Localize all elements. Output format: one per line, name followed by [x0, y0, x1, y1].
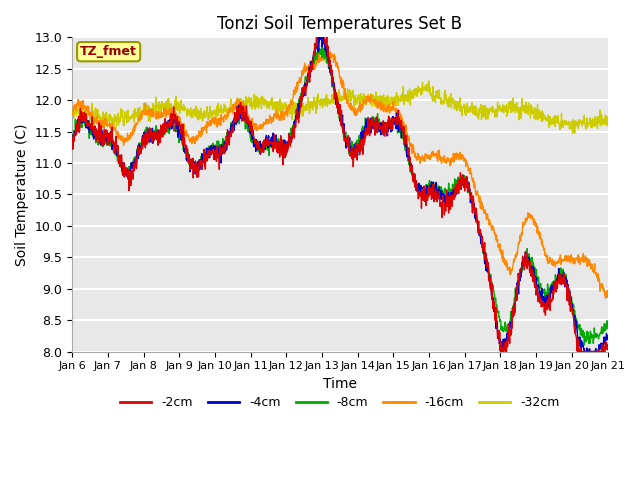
Text: TZ_fmet: TZ_fmet — [80, 45, 137, 58]
Title: Tonzi Soil Temperatures Set B: Tonzi Soil Temperatures Set B — [218, 15, 462, 33]
Legend: -2cm, -4cm, -8cm, -16cm, -32cm: -2cm, -4cm, -8cm, -16cm, -32cm — [115, 391, 564, 414]
X-axis label: Time: Time — [323, 377, 357, 391]
Y-axis label: Soil Temperature (C): Soil Temperature (C) — [15, 123, 29, 266]
